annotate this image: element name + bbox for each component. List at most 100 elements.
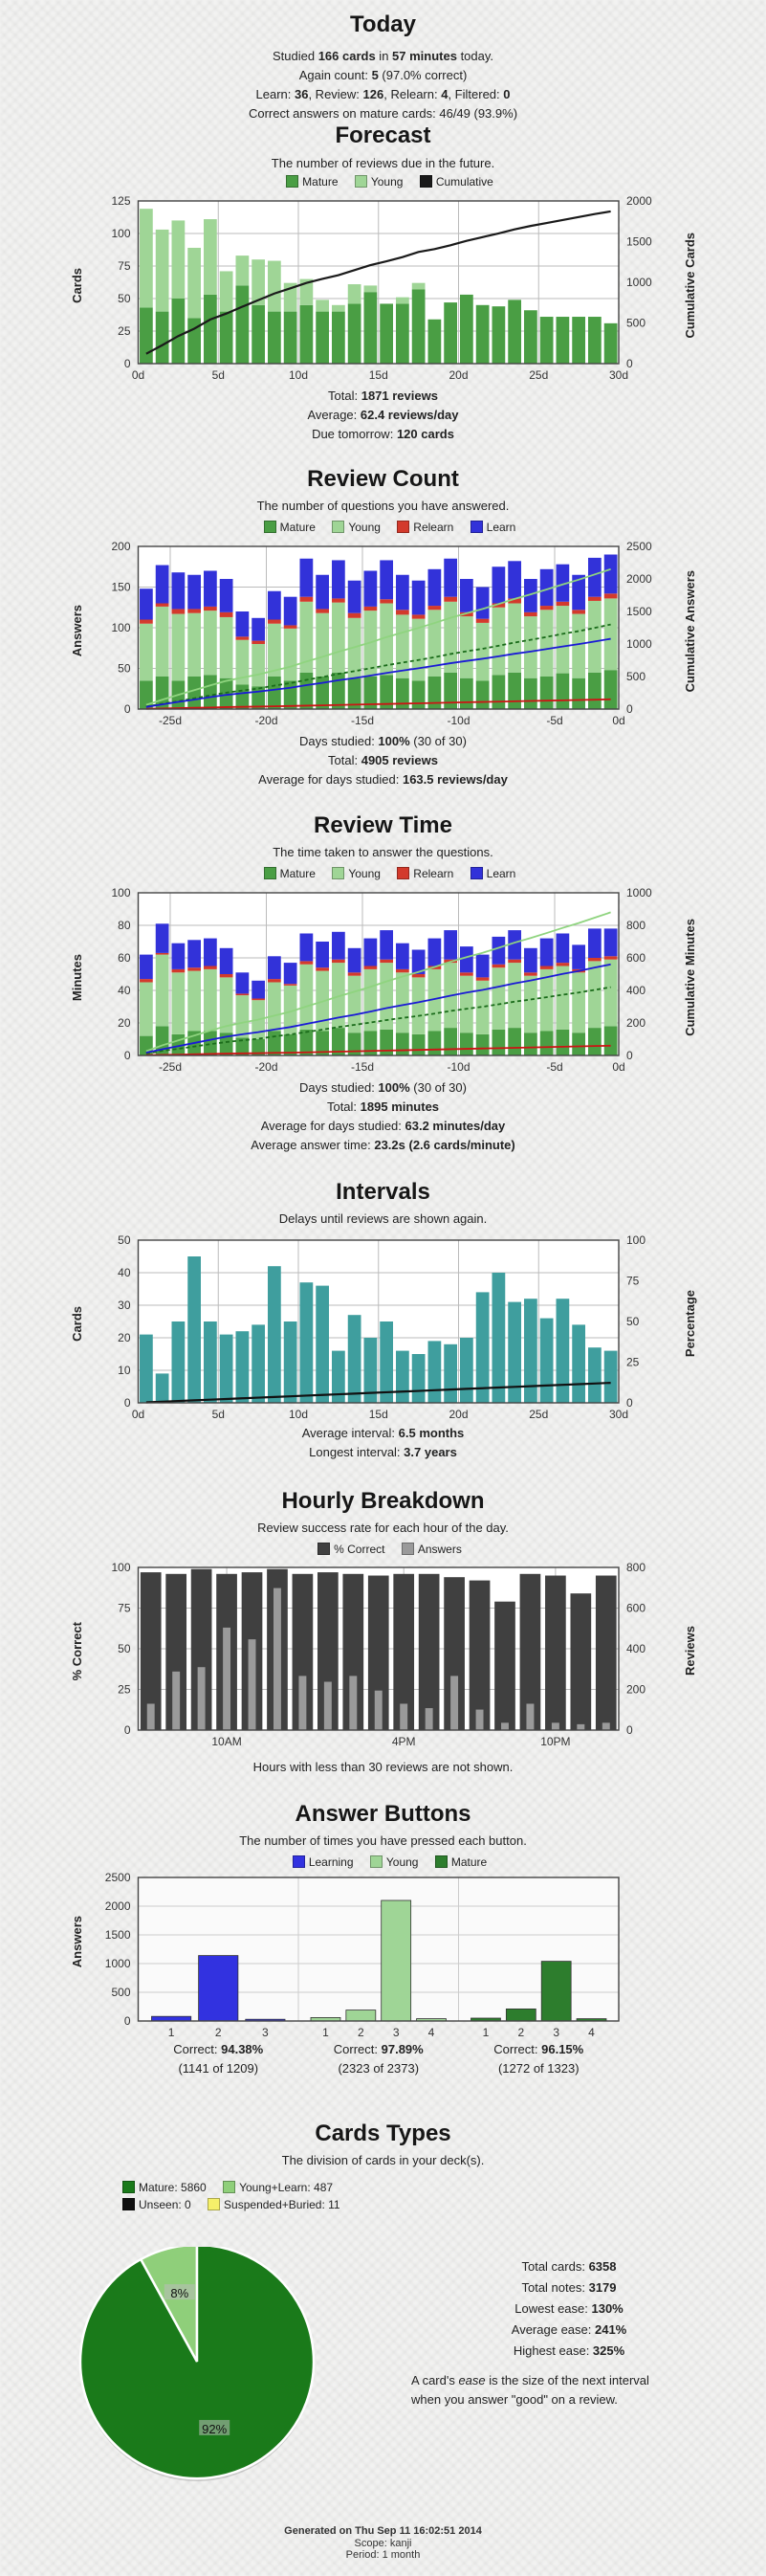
svg-text:500: 500 [111,1986,130,1999]
svg-text:500: 500 [626,670,646,683]
svg-text:50: 50 [118,292,131,305]
svg-text:600: 600 [626,951,646,965]
svg-text:-15d: -15d [351,714,374,727]
svg-text:1500: 1500 [105,1928,131,1942]
svg-text:10d: 10d [289,368,308,382]
svg-text:25: 25 [626,1356,640,1369]
svg-text:0: 0 [124,1396,131,1410]
svg-text:-20d: -20d [254,714,277,727]
svg-text:5d: 5d [212,1408,225,1421]
svg-text:1500: 1500 [626,605,652,618]
svg-text:2: 2 [517,2026,524,2039]
svg-text:5d: 5d [212,368,225,382]
svg-text:0: 0 [124,1723,131,1737]
svg-text:0: 0 [124,1049,131,1062]
svg-text:1: 1 [322,2026,329,2039]
svg-text:0d: 0d [132,1408,144,1421]
svg-text:2: 2 [358,2026,364,2039]
svg-text:800: 800 [626,1561,646,1574]
svg-text:10d: 10d [289,1408,308,1421]
svg-text:1: 1 [168,2026,175,2039]
svg-text:-25d: -25d [159,714,182,727]
svg-text:30d: 30d [609,1408,628,1421]
svg-text:500: 500 [626,317,646,330]
svg-text:100: 100 [111,1561,130,1574]
svg-text:0: 0 [626,702,633,716]
svg-text:4: 4 [428,2026,435,2039]
svg-text:0: 0 [626,1049,633,1062]
svg-text:2000: 2000 [105,1899,131,1913]
svg-text:150: 150 [111,581,130,594]
svg-text:-10d: -10d [447,1060,470,1074]
svg-text:800: 800 [626,919,646,932]
svg-text:10AM: 10AM [211,1735,241,1748]
svg-text:25d: 25d [529,368,548,382]
svg-text:75: 75 [118,1602,131,1615]
svg-text:-25d: -25d [159,1060,182,1074]
svg-text:1: 1 [483,2026,490,2039]
svg-text:0d: 0d [132,368,144,382]
svg-text:20d: 20d [449,1408,468,1421]
svg-text:600: 600 [626,1602,646,1615]
svg-text:60: 60 [118,951,131,965]
svg-text:15d: 15d [369,368,388,382]
svg-text:50: 50 [626,1315,640,1328]
svg-text:2: 2 [215,2026,222,2039]
svg-text:50: 50 [118,1642,131,1655]
svg-text:2000: 2000 [626,572,652,586]
svg-text:25d: 25d [529,1408,548,1421]
svg-text:200: 200 [626,1683,646,1697]
svg-text:75: 75 [118,259,131,273]
svg-text:8%: 8% [170,2286,188,2300]
svg-text:50: 50 [118,1233,131,1247]
svg-text:100: 100 [626,1233,646,1247]
svg-text:30d: 30d [609,368,628,382]
svg-text:3: 3 [262,2026,269,2039]
svg-text:0: 0 [626,1723,633,1737]
svg-text:0: 0 [124,357,131,370]
svg-text:400: 400 [626,984,646,997]
svg-text:125: 125 [111,194,130,208]
svg-text:92%: 92% [202,2422,227,2436]
svg-text:10PM: 10PM [540,1735,570,1748]
svg-text:100: 100 [111,227,130,240]
svg-text:2000: 2000 [626,194,652,208]
svg-text:20: 20 [118,1331,131,1344]
svg-text:400: 400 [626,1642,646,1655]
svg-text:40: 40 [118,1266,131,1279]
svg-text:1500: 1500 [626,235,652,249]
svg-text:25: 25 [118,1683,131,1697]
svg-text:-10d: -10d [447,714,470,727]
svg-text:1000: 1000 [105,1957,131,1970]
svg-text:2500: 2500 [105,1871,131,1884]
svg-text:0: 0 [124,702,131,716]
svg-text:4: 4 [588,2026,595,2039]
svg-text:0d: 0d [612,714,624,727]
svg-text:200: 200 [626,1016,646,1030]
svg-text:2500: 2500 [626,540,652,553]
svg-text:1000: 1000 [626,886,652,899]
svg-text:25: 25 [118,324,131,338]
svg-text:0: 0 [124,2014,131,2028]
svg-text:80: 80 [118,919,131,932]
svg-text:-5d: -5d [546,714,562,727]
svg-text:-5d: -5d [546,1060,562,1074]
svg-text:75: 75 [626,1275,640,1288]
svg-text:20d: 20d [449,368,468,382]
svg-text:50: 50 [118,662,131,676]
svg-text:200: 200 [111,540,130,553]
svg-text:4PM: 4PM [392,1735,416,1748]
svg-text:30: 30 [118,1299,131,1312]
svg-text:1000: 1000 [626,637,652,651]
svg-text:-15d: -15d [351,1060,374,1074]
svg-text:100: 100 [111,621,130,634]
svg-text:0d: 0d [612,1060,624,1074]
svg-text:1000: 1000 [626,276,652,289]
svg-text:15d: 15d [369,1408,388,1421]
svg-text:3: 3 [553,2026,559,2039]
svg-text:10: 10 [118,1364,131,1377]
svg-text:40: 40 [118,984,131,997]
svg-text:20: 20 [118,1016,131,1030]
svg-text:3: 3 [393,2026,400,2039]
svg-text:-20d: -20d [254,1060,277,1074]
